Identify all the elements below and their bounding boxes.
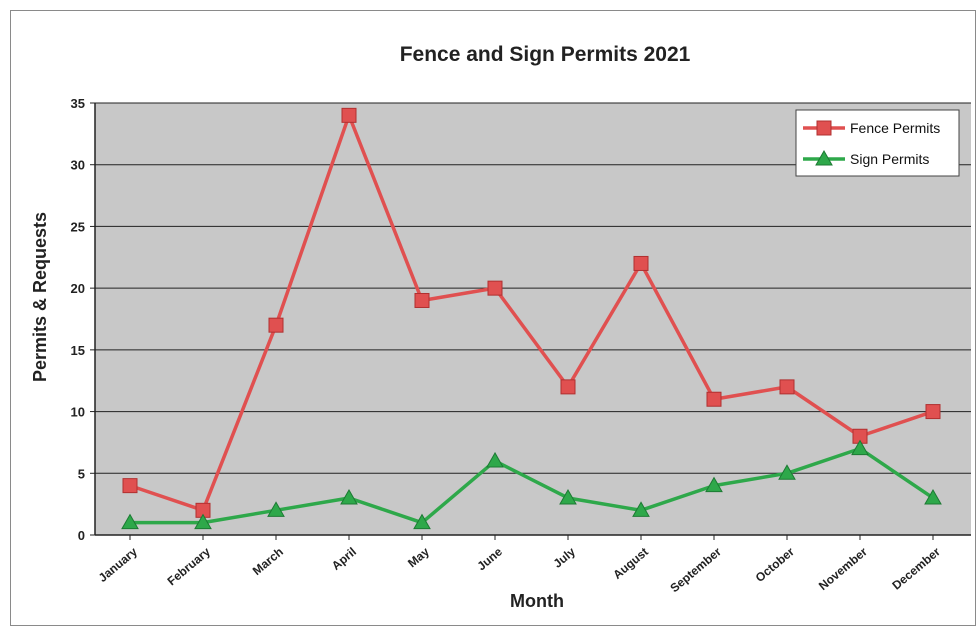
data-point-1-9 [778, 464, 796, 480]
y-tick-label: 30 [71, 158, 85, 173]
y-tick-labels: 0 5 10 15 20 25 30 35 [71, 96, 95, 543]
data-point-0-2 [268, 317, 284, 333]
data-point-0-8 [706, 391, 722, 407]
x-tick-label: May [405, 544, 432, 570]
series-line-1 [130, 446, 934, 525]
data-point-1-4 [413, 513, 431, 530]
legend: Fence Permits Sign Permits [795, 109, 960, 177]
x-tick-label: January [96, 544, 141, 585]
x-tick-labels: January February March April May June July Augu… [96, 535, 943, 595]
axes [94, 103, 971, 536]
data-point-1-7 [632, 501, 650, 517]
data-point-0-11 [925, 404, 941, 420]
x-tick-label: July [551, 544, 579, 570]
x-tick-label: February [165, 544, 214, 588]
legend-entry-0: Fence Permits [850, 120, 940, 136]
data-point-1-0 [121, 513, 139, 530]
data-point-1-11 [924, 488, 942, 505]
x-tick-label: November [816, 544, 870, 593]
y-tick-label: 5 [78, 466, 85, 481]
data-point-1-8 [705, 476, 723, 493]
x-tick-label: April [329, 545, 359, 573]
y-tick-label: 10 [71, 405, 85, 420]
data-point-0-5 [487, 280, 503, 296]
x-tick-label: August [610, 545, 651, 582]
data-point-0-6 [560, 379, 576, 395]
y-tick-label: 0 [78, 528, 85, 543]
data-point-0-9 [779, 379, 795, 395]
x-tick-label: March [250, 545, 286, 578]
series-line-0 [129, 113, 934, 513]
series-0 [122, 107, 941, 518]
x-tick-label: September [667, 544, 724, 595]
chart-title: Fence and Sign Permits 2021 [400, 43, 691, 66]
series-group [121, 107, 942, 530]
data-point-1-10 [851, 439, 869, 456]
data-point-0-7 [633, 255, 649, 271]
legend-entry-1: Sign Permits [850, 151, 929, 167]
x-axis-label: Month [510, 591, 564, 611]
data-point-1-6 [559, 488, 577, 505]
y-tick-label: 20 [71, 281, 85, 296]
y-tick-label: 25 [71, 219, 85, 234]
data-point-1-3 [340, 488, 358, 505]
x-tick-label: December [889, 544, 943, 592]
x-tick-label: June [474, 544, 505, 573]
y-axis-label: Permits & Requests [30, 212, 50, 382]
data-point-0-0 [122, 478, 138, 494]
legend-marker-1 [815, 149, 833, 166]
legend-marker-0 [816, 120, 832, 136]
y-tick-label: 15 [71, 343, 85, 358]
data-point-1-1 [194, 513, 212, 530]
data-point-1-2 [267, 501, 285, 517]
data-point-1-5 [486, 451, 504, 468]
x-tick-label: October [753, 544, 797, 585]
data-point-0-3 [341, 107, 357, 123]
series-1 [121, 439, 942, 530]
y-tick-label: 35 [71, 96, 85, 111]
data-point-0-4 [414, 292, 430, 308]
